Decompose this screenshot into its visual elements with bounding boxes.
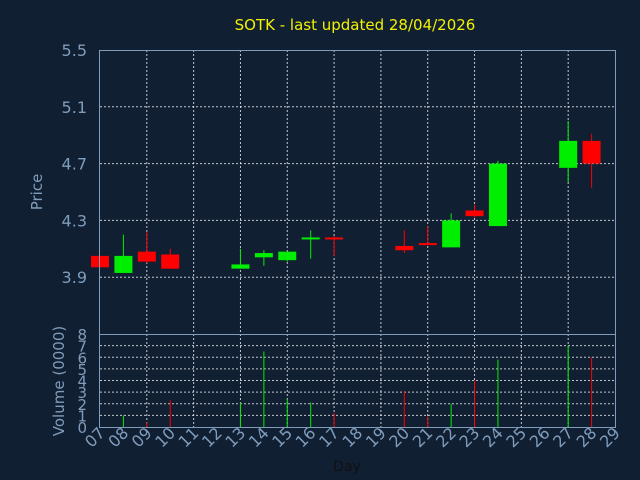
candle-body bbox=[231, 264, 250, 269]
candle-body bbox=[254, 253, 273, 258]
volume-tick-label: 4 bbox=[77, 373, 87, 391]
price-axis-label: Price bbox=[28, 174, 46, 211]
volume-tick-label: 2 bbox=[77, 396, 87, 414]
volume-bars bbox=[122, 345, 593, 427]
volume-tick-label: 1 bbox=[77, 407, 87, 425]
chart-title: SOTK - last updated 28/04/2026 bbox=[235, 16, 476, 34]
price-tick-label: 5.1 bbox=[62, 98, 87, 117]
price-tick-label: 5.5 bbox=[62, 41, 87, 60]
volume-tick-label: 3 bbox=[77, 384, 87, 402]
candle-body bbox=[395, 245, 414, 251]
volume-tick-label: 7 bbox=[77, 338, 87, 356]
x-tick-labels: 0708091011121314151617181920212223242526… bbox=[81, 423, 624, 451]
candle-body bbox=[465, 210, 484, 217]
volume-grid bbox=[100, 334, 615, 427]
candle-body bbox=[442, 220, 461, 248]
candle-body bbox=[559, 140, 578, 168]
volume-tick-label: 0 bbox=[77, 419, 87, 437]
candle-body bbox=[301, 237, 320, 240]
volume-tick-label: 5 bbox=[77, 361, 87, 379]
price-tick-label: 4.7 bbox=[62, 155, 87, 174]
candle-body bbox=[114, 255, 133, 273]
price-tick-labels: 3.9 4.3 4.7 5.1 5.5 bbox=[62, 41, 87, 287]
volume-tick-label: 6 bbox=[77, 349, 87, 367]
volume-axis-label: Volume (0000) bbox=[50, 326, 68, 436]
x-axis-label: Day bbox=[333, 459, 361, 475]
volume-tick-label: 8 bbox=[77, 326, 87, 344]
candle-body bbox=[137, 251, 156, 262]
price-tick-label: 4.3 bbox=[62, 211, 87, 230]
price-frame bbox=[99, 50, 616, 335]
volume-frame bbox=[99, 334, 616, 428]
candles bbox=[91, 121, 601, 273]
candle-body bbox=[488, 163, 507, 227]
price-grid bbox=[100, 50, 615, 334]
candle-body bbox=[278, 251, 297, 261]
candle-body bbox=[325, 237, 344, 240]
candle-body bbox=[418, 243, 437, 246]
price-tick-label: 3.9 bbox=[62, 268, 87, 287]
price-panel: 3.9 4.3 4.7 5.1 5.5 Price bbox=[28, 41, 616, 335]
candle-body bbox=[161, 254, 180, 269]
candle-body bbox=[582, 140, 601, 164]
